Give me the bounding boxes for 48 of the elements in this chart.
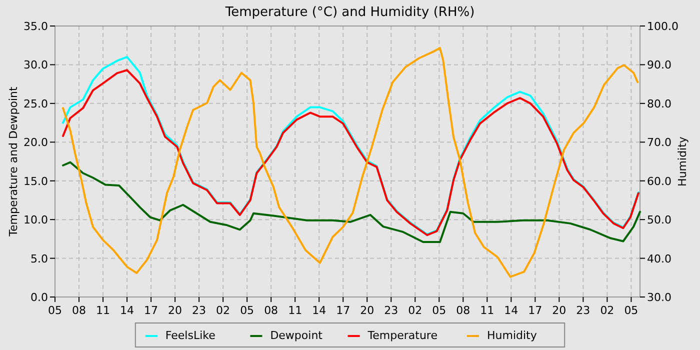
legend-label: FeelsLike (165, 329, 216, 342)
x-tick-label: 08 (456, 304, 470, 317)
x-tick-label: 02 (408, 304, 422, 317)
x-tick-label: 05 (48, 304, 62, 317)
y2-tick-label: 30.0 (647, 291, 672, 304)
x-tick-label: 14 (120, 304, 134, 317)
x-tick-label: 05 (624, 304, 638, 317)
y-tick-label: 0.0 (30, 291, 48, 304)
y-tick-label: 20.0 (24, 136, 48, 150)
x-tick-label: 11 (480, 304, 494, 317)
x-tick-label: 14 (504, 304, 518, 317)
legend-label: Dewpoint (270, 329, 324, 342)
x-tick-label: 08 (72, 304, 86, 317)
x-tick-label: 20 (552, 304, 566, 317)
x-tick-label: 17 (144, 304, 158, 317)
x-tick-label: 11 (96, 304, 110, 317)
x-tick-label: 11 (288, 304, 302, 317)
x-tick-label: 02 (600, 304, 614, 317)
x-tick-label: 14 (312, 304, 326, 317)
y-tick-label: 25.0 (24, 97, 48, 110)
x-tick-label: 05 (432, 304, 446, 317)
y-tick-label: 10.0 (24, 214, 48, 227)
x-tick-label: 17 (336, 304, 350, 317)
x-tick-label: 17 (528, 304, 542, 317)
y2-tick-label: 40.0 (647, 252, 672, 266)
legend-label: Temperature (366, 329, 438, 342)
y2-tick-label: 80.0 (647, 97, 672, 110)
y-tick-label: 15.0 (24, 174, 48, 188)
y-tick-label: 30.0 (24, 58, 48, 72)
x-tick-label: 23 (384, 304, 398, 317)
y2-tick-label: 60.0 (647, 174, 672, 188)
x-tick-label: 08 (264, 304, 278, 317)
x-tick-label: 23 (192, 304, 206, 317)
y-tick-label: 35.0 (24, 20, 48, 33)
chart-title: Temperature (°C) and Humidity (RH%) (224, 5, 475, 20)
y2-tick-label: 100.0 (647, 20, 678, 33)
y2-tick-label: 50.0 (647, 214, 672, 227)
y-axis-title: Temperature and Dewpoint (7, 86, 20, 238)
x-tick-label: 05 (240, 304, 254, 317)
y-tick-label: 5.0 (30, 252, 48, 266)
y2-tick-label: 90.0 (647, 58, 672, 72)
x-tick-label: 23 (576, 304, 590, 317)
y2-axis-title: Humidity (676, 136, 689, 186)
y2-tick-label: 70.0 (647, 136, 672, 150)
x-tick-label: 20 (168, 304, 182, 317)
x-tick-label: 02 (216, 304, 230, 317)
x-tick-label: 20 (360, 304, 374, 317)
legend-label: Humidity (487, 329, 538, 342)
